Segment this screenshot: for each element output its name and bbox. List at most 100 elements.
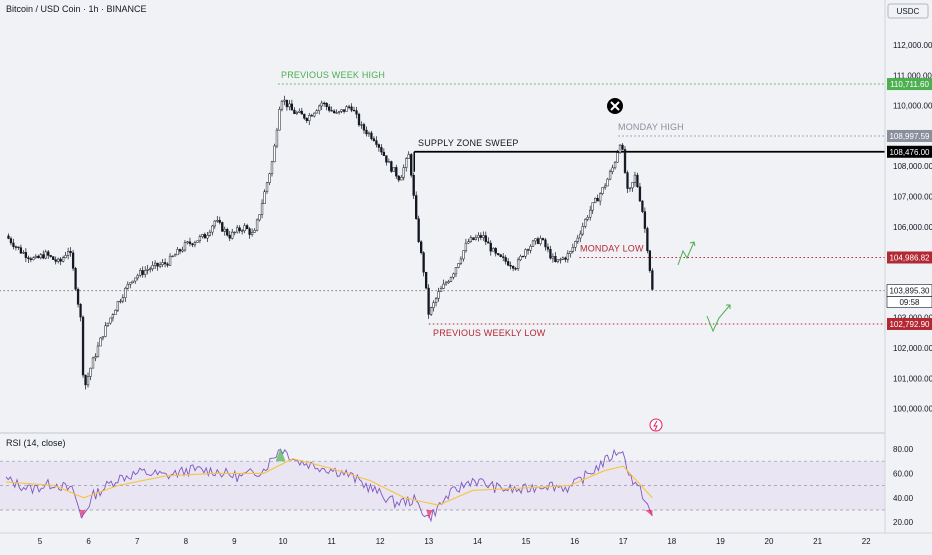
candle-body bbox=[238, 227, 241, 232]
candle-body bbox=[623, 149, 627, 173]
candle-body bbox=[273, 145, 276, 163]
candle-body bbox=[54, 259, 57, 262]
candle-body bbox=[166, 263, 169, 266]
candle-body bbox=[636, 174, 639, 188]
candle-body bbox=[561, 257, 565, 260]
candle-body bbox=[308, 115, 311, 121]
rsi-tick-label: 40.00 bbox=[893, 494, 914, 503]
candle-body bbox=[385, 155, 388, 163]
candle-body bbox=[241, 230, 244, 232]
candle-body bbox=[161, 262, 164, 265]
candle-body bbox=[86, 376, 90, 386]
candle-body bbox=[265, 182, 269, 192]
candle-body bbox=[22, 252, 25, 254]
close-icon-x bbox=[610, 101, 620, 111]
rsi-pane bbox=[0, 447, 885, 523]
candle-body bbox=[183, 242, 187, 251]
candle-body bbox=[516, 259, 520, 269]
candle-body bbox=[139, 270, 142, 276]
price-tick-label: 106,000.00 bbox=[893, 223, 932, 232]
candle-body bbox=[79, 304, 82, 318]
candle-body bbox=[285, 99, 289, 108]
candle-body bbox=[489, 242, 492, 252]
candle-body bbox=[529, 245, 532, 251]
candle-body bbox=[549, 248, 552, 259]
candle-body bbox=[556, 259, 560, 262]
symbol-title[interactable]: Bitcoin / USD Coin · 1h · BINANCE bbox=[6, 4, 147, 14]
time-tick-label: 21 bbox=[813, 537, 822, 546]
candle-body bbox=[415, 195, 418, 219]
candle-body bbox=[171, 255, 174, 258]
candle-body bbox=[283, 99, 286, 102]
candle-body bbox=[400, 176, 403, 181]
candle-body bbox=[111, 314, 115, 319]
price-tag-label: 108,476.00 bbox=[889, 148, 930, 157]
candle-body bbox=[9, 238, 13, 244]
rsi-oversold-fill bbox=[645, 510, 653, 517]
time-tick-label: 17 bbox=[619, 537, 628, 546]
time-tick-label: 12 bbox=[376, 537, 385, 546]
candle-body bbox=[521, 255, 525, 258]
candle-body bbox=[315, 110, 318, 114]
price-tag bbox=[887, 251, 932, 264]
candle-body bbox=[479, 235, 482, 238]
candle-body bbox=[439, 288, 443, 292]
candle-body bbox=[178, 249, 182, 252]
candle-body bbox=[245, 225, 249, 230]
candle-body bbox=[62, 257, 65, 262]
candle-body bbox=[288, 103, 291, 108]
candle-body bbox=[260, 203, 264, 215]
candle-body bbox=[551, 256, 555, 259]
candle-body bbox=[253, 229, 256, 233]
candle-body bbox=[432, 302, 435, 309]
candle-body bbox=[571, 247, 574, 252]
candle-body bbox=[534, 238, 537, 242]
candle-body bbox=[191, 243, 194, 246]
candle-body bbox=[203, 234, 207, 239]
candle-body bbox=[422, 252, 425, 273]
candle-body bbox=[397, 175, 400, 181]
candle-body bbox=[163, 262, 167, 265]
candle-body bbox=[126, 284, 129, 289]
price-tag-label: 104,986.82 bbox=[889, 253, 930, 262]
rsi-title[interactable]: RSI (14, close) bbox=[6, 438, 66, 448]
time-tick-label: 15 bbox=[522, 537, 531, 546]
candle-body bbox=[144, 270, 147, 275]
rsi-tick-label: 80.00 bbox=[893, 445, 914, 454]
price-axis: USDC112,000.00111,000.00110,000.00109,00… bbox=[884, 0, 932, 550]
candle-body bbox=[81, 316, 85, 376]
candle-body bbox=[7, 235, 10, 239]
candle-body bbox=[370, 132, 373, 139]
time-axis: 5 6 7 8 9 10 11 12 13 14 15 16 17 18 19 20 21 22 bbox=[0, 532, 932, 546]
candle-body bbox=[524, 249, 527, 257]
candle-body bbox=[153, 262, 157, 266]
candle-body bbox=[616, 152, 619, 163]
time-tick-label: 5 bbox=[38, 537, 43, 546]
candle-body bbox=[586, 216, 589, 220]
candle-body bbox=[104, 325, 107, 337]
candle-body bbox=[599, 193, 602, 202]
candle-body bbox=[628, 187, 632, 189]
candle-body bbox=[134, 277, 137, 282]
candle-body bbox=[201, 234, 204, 237]
candle-body bbox=[357, 113, 361, 126]
alert-icon-bolt bbox=[653, 420, 658, 431]
candle-body bbox=[173, 254, 177, 257]
candle-body bbox=[594, 197, 597, 203]
candle-body bbox=[39, 254, 42, 259]
candle-body bbox=[74, 268, 77, 290]
candle-body bbox=[608, 171, 612, 180]
candle-body bbox=[603, 185, 607, 188]
countdown-tag bbox=[886, 296, 932, 308]
candle-body bbox=[345, 106, 348, 112]
candle-body bbox=[427, 287, 430, 315]
candle-body bbox=[579, 233, 582, 239]
candle-body bbox=[208, 231, 211, 236]
candle-body bbox=[638, 186, 642, 202]
candle-body bbox=[544, 239, 547, 248]
candle-body bbox=[467, 241, 470, 244]
candle-body bbox=[564, 257, 567, 260]
candle-body bbox=[332, 110, 336, 114]
